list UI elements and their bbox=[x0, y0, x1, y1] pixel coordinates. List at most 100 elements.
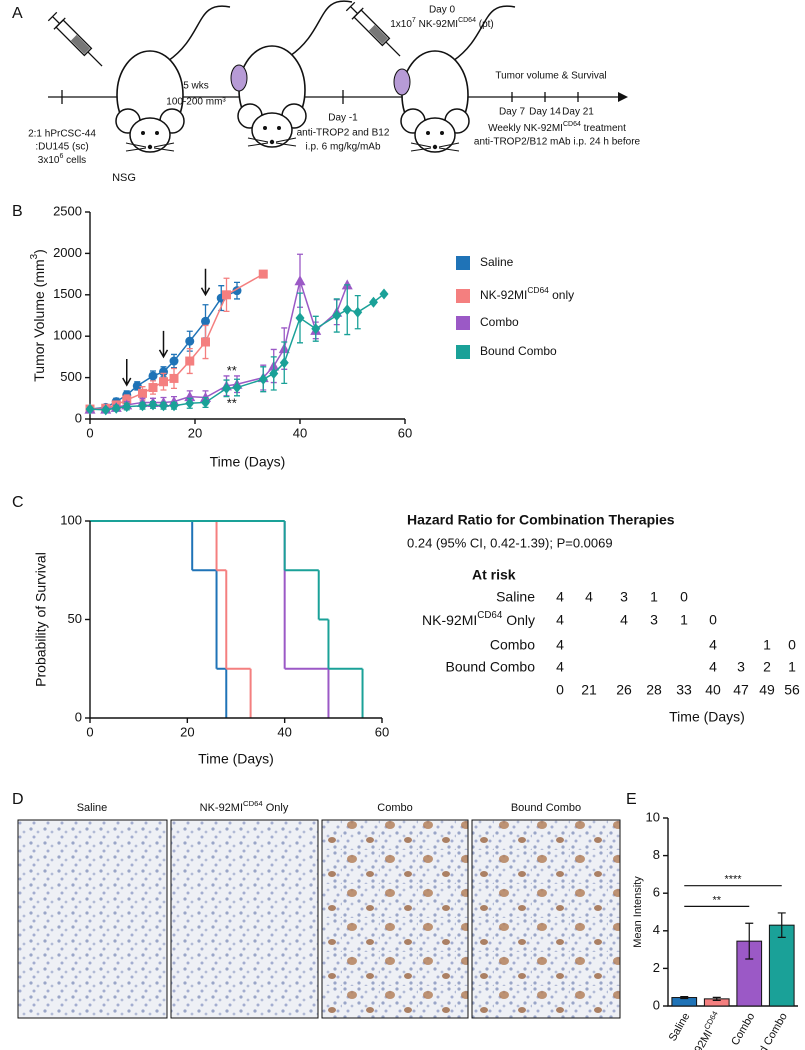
schematic-text: Weekly NK-92MICD64 treatment bbox=[488, 121, 626, 133]
schematic-text: Day 14 bbox=[529, 107, 561, 118]
y-tick-label: 50 bbox=[68, 611, 82, 626]
x-tick-label: 60 bbox=[375, 724, 389, 739]
row-label: Saline bbox=[496, 589, 535, 605]
marker bbox=[185, 356, 195, 366]
risk-count: 4 bbox=[556, 589, 564, 605]
schematic-text: :DU145 (sc) bbox=[35, 142, 88, 153]
y-tick-label: 2 bbox=[653, 960, 660, 975]
x-tick-label: 0 bbox=[86, 724, 93, 739]
marker bbox=[201, 337, 210, 347]
superscript: 7 bbox=[412, 17, 416, 24]
time-value: 21 bbox=[581, 682, 597, 698]
marker bbox=[132, 381, 142, 391]
marker bbox=[201, 396, 210, 408]
error-bar bbox=[745, 922, 754, 960]
marker bbox=[169, 400, 179, 412]
y-axis-label: Mean Intensity bbox=[632, 876, 644, 948]
annotation: ** bbox=[227, 396, 237, 411]
arrow bbox=[200, 268, 211, 297]
schematic-text: 1x107 NK-92MICD64 (pt) bbox=[390, 17, 494, 29]
text-part: NK-92MI bbox=[480, 288, 527, 302]
superscript: CD64 bbox=[563, 121, 581, 128]
time-value: 49 bbox=[759, 682, 775, 698]
text-part: NK-92MI bbox=[422, 612, 477, 628]
marker bbox=[369, 296, 378, 308]
arrow bbox=[158, 330, 169, 359]
text-part: ) bbox=[31, 249, 47, 254]
error-bar bbox=[777, 912, 786, 938]
x-tick-label: 40 bbox=[293, 425, 307, 440]
marker bbox=[201, 316, 210, 326]
image-title: NK-92MICD64 Only bbox=[200, 799, 289, 814]
marker bbox=[294, 275, 306, 286]
marker bbox=[295, 312, 305, 324]
marker bbox=[311, 323, 321, 335]
risk-count: 4 bbox=[556, 612, 564, 628]
marker bbox=[332, 310, 342, 321]
time-value: 0 bbox=[556, 682, 564, 698]
x-tick-label: Combo bbox=[729, 1011, 757, 1048]
marker bbox=[279, 357, 289, 369]
chart-subtitle: 0.24 (95% CI, 0.42-1.39); P=0.0069 bbox=[407, 535, 613, 550]
row-label: Combo bbox=[490, 637, 535, 653]
significance-label: ** bbox=[712, 894, 721, 906]
text-part: (pt) bbox=[476, 19, 494, 30]
schematic-text: 100-200 mm³ bbox=[166, 97, 226, 108]
row-label: Bound Combo bbox=[445, 659, 535, 675]
marker bbox=[222, 290, 231, 300]
text-part: NK-92MI bbox=[683, 1028, 715, 1050]
marker bbox=[111, 402, 121, 414]
marker bbox=[169, 356, 179, 366]
risk-count: 4 bbox=[556, 637, 564, 653]
annotation: ** bbox=[227, 363, 237, 378]
panel-label: D bbox=[12, 791, 24, 808]
risk-count: 4 bbox=[620, 612, 628, 628]
marker bbox=[185, 336, 195, 346]
text-part: NK-92MI bbox=[416, 19, 458, 30]
legend-swatch bbox=[456, 256, 470, 270]
panel-label: E bbox=[626, 791, 637, 808]
schematic-text: Tumor volume & Survival bbox=[495, 71, 606, 82]
superscript: CD64 bbox=[458, 17, 476, 24]
superscript: CD64 bbox=[243, 799, 263, 808]
time-value: 40 bbox=[705, 682, 721, 698]
schematic-text: 3x106 cells bbox=[38, 153, 86, 165]
legend-label: NK-92MICD64 only bbox=[480, 285, 574, 302]
y-tick-label: 2500 bbox=[53, 203, 82, 218]
y-tick-label: 1000 bbox=[53, 328, 82, 343]
panel-label: A bbox=[12, 5, 23, 22]
y-tick-label: 0 bbox=[653, 997, 660, 1012]
y-tick-label: 0 bbox=[75, 709, 82, 724]
y-tick-label: 10 bbox=[646, 809, 660, 824]
superscript: 3 bbox=[29, 253, 40, 259]
time-value: 47 bbox=[733, 682, 749, 698]
superscript: 6 bbox=[59, 153, 63, 160]
risk-count: 0 bbox=[709, 612, 717, 628]
y-axis-label: Tumor Volume (mm3) bbox=[29, 249, 47, 382]
marker bbox=[258, 373, 268, 385]
text-part: Only bbox=[263, 802, 289, 814]
x-axis-label: Time (Days) bbox=[198, 751, 274, 767]
marker bbox=[258, 269, 268, 279]
schematic-text: Day 21 bbox=[562, 107, 594, 118]
text-part: treatment bbox=[581, 123, 626, 134]
y-tick-label: 500 bbox=[60, 369, 82, 384]
schematic-text: anti-TROP2/B12 mAb i.p. 24 h before bbox=[474, 137, 641, 148]
risk-count: 4 bbox=[709, 659, 717, 675]
marker bbox=[148, 383, 158, 393]
x-tick-label: 40 bbox=[277, 724, 291, 739]
y-axis-label: Probability of Survival bbox=[33, 552, 49, 687]
superscript: CD64 bbox=[702, 1009, 720, 1031]
time-label: Time (Days) bbox=[669, 709, 745, 725]
marker bbox=[222, 382, 231, 394]
x-tick-label: Saline bbox=[667, 1011, 693, 1043]
y-tick-label: 6 bbox=[653, 885, 660, 900]
legend-label: Saline bbox=[480, 255, 514, 269]
y-tick-label: 2000 bbox=[53, 245, 82, 260]
legend-swatch bbox=[456, 345, 470, 359]
risk-count: 3 bbox=[737, 659, 745, 675]
text-part: 3x10 bbox=[38, 155, 60, 166]
marker bbox=[269, 367, 279, 379]
image-title: Combo bbox=[377, 802, 412, 814]
risk-count: 0 bbox=[788, 637, 796, 653]
